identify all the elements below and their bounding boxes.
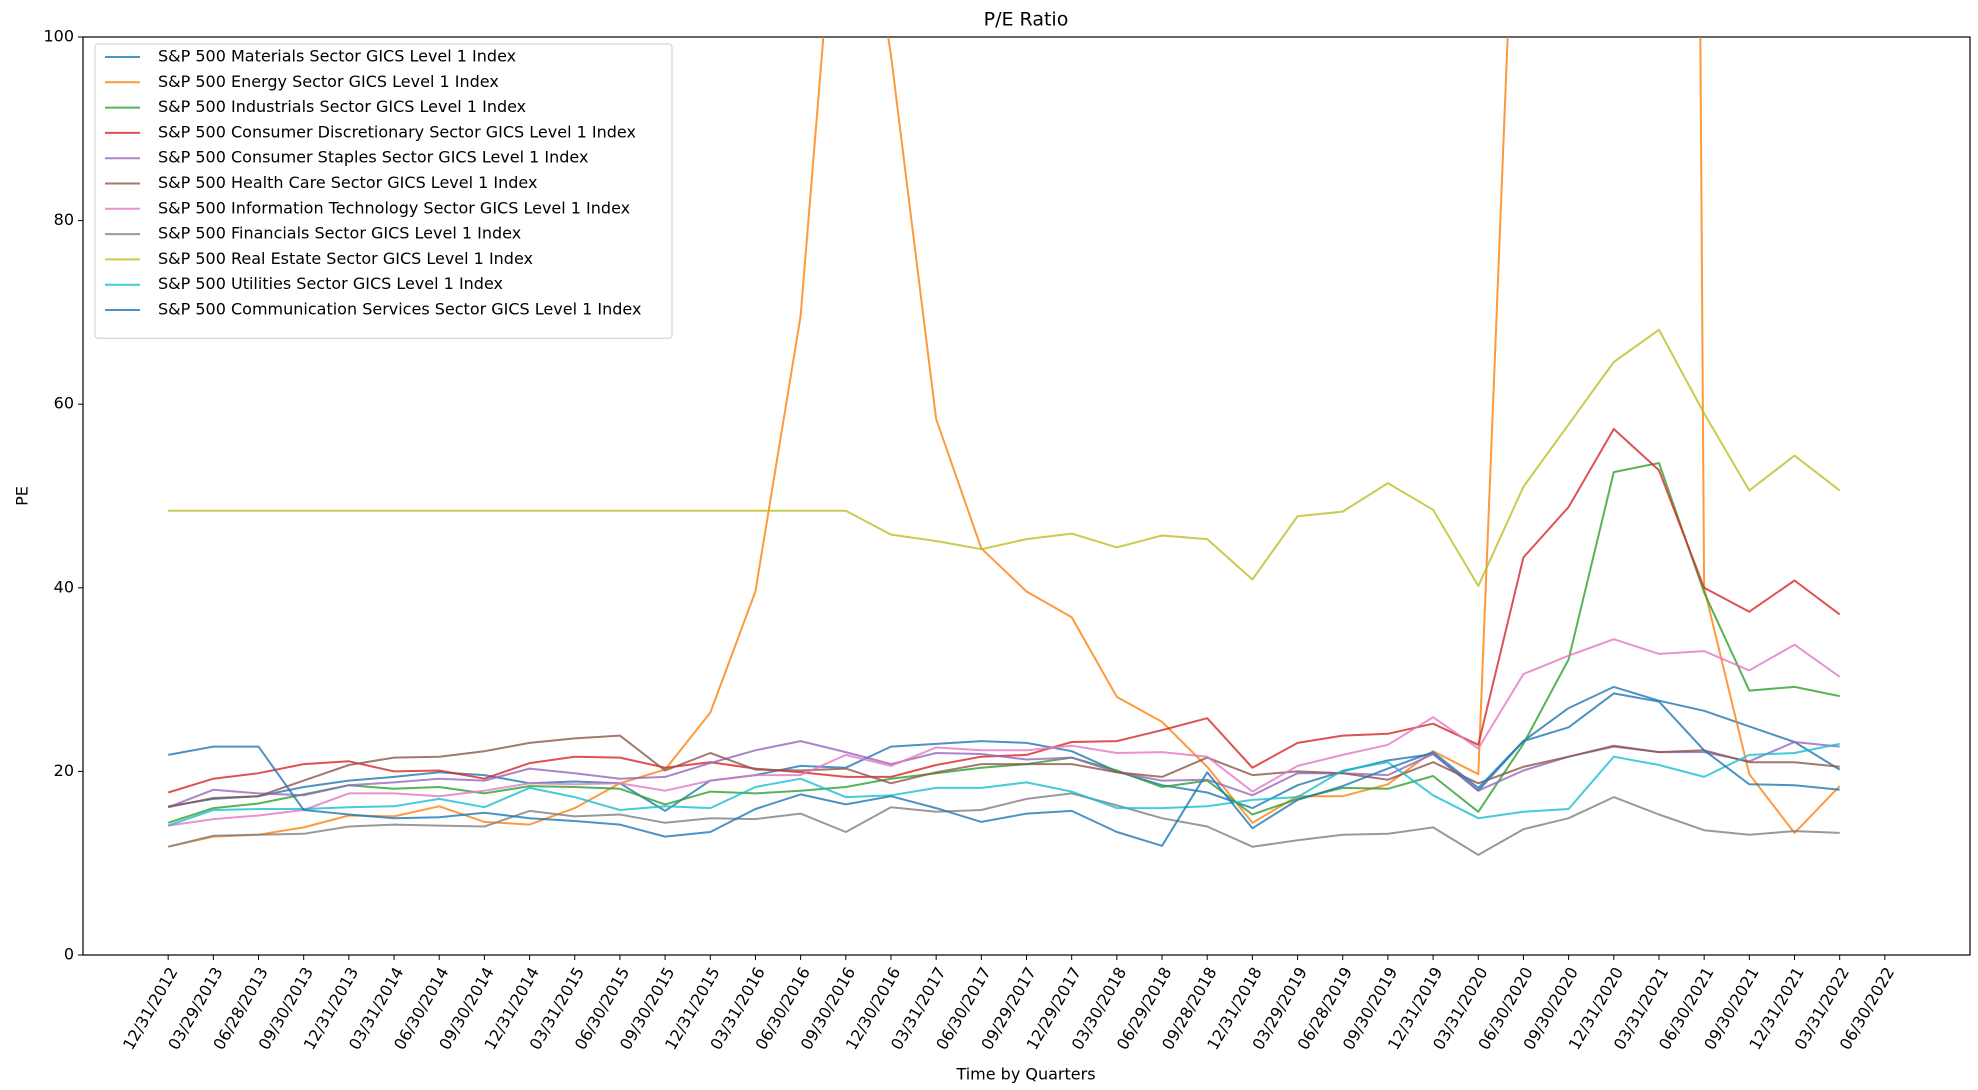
legend-label: S&P 500 Consumer Staples Sector GICS Lev… [158,148,588,167]
legend-label: S&P 500 Utilities Sector GICS Level 1 In… [158,274,503,293]
y-tick-label: 20 [54,761,74,780]
plot-area [167,37,1841,856]
legend-label: S&P 500 Energy Sector GICS Level 1 Index [158,72,499,91]
series-line [167,462,1840,824]
y-axis-label: PE [13,486,32,506]
series-line [167,742,1840,827]
legend-label: S&P 500 Real Estate Sector GICS Level 1 … [158,249,533,268]
x-axis-label: Time by Quarters [955,1065,1095,1084]
y-tick-label: 80 [54,210,74,229]
legend-label: S&P 500 Information Technology Sector GI… [158,198,630,217]
legend-label: S&P 500 Health Care Sector GICS Level 1 … [158,173,537,192]
series-line [168,328,1841,587]
y-tick-label: 0 [64,945,74,964]
y-tick-label: 60 [54,394,74,413]
legend: S&P 500 Materials Sector GICS Level 1 In… [94,43,673,339]
chart-title: P/E Ratio [984,9,1069,31]
legend-label: S&P 500 Industrials Sector GICS Level 1 … [158,97,526,116]
series-line [168,638,1841,827]
series-line [168,692,1840,847]
legend-box [94,43,673,339]
series-line [168,734,1840,809]
legend-label: S&P 500 Consumer Discretionary Sector GI… [158,122,636,141]
series-line [167,792,1840,856]
series-line [168,685,1841,812]
legend-label: S&P 500 Communication Services Sector GI… [158,300,641,319]
y-tick-label: 40 [54,577,74,596]
series-line [167,428,1841,794]
legend-label: S&P 500 Materials Sector GICS Level 1 In… [158,47,516,66]
legend-label: S&P 500 Financials Sector GICS Level 1 I… [158,224,521,243]
series-line [167,37,1841,848]
y-tick-label: 100 [43,27,74,46]
